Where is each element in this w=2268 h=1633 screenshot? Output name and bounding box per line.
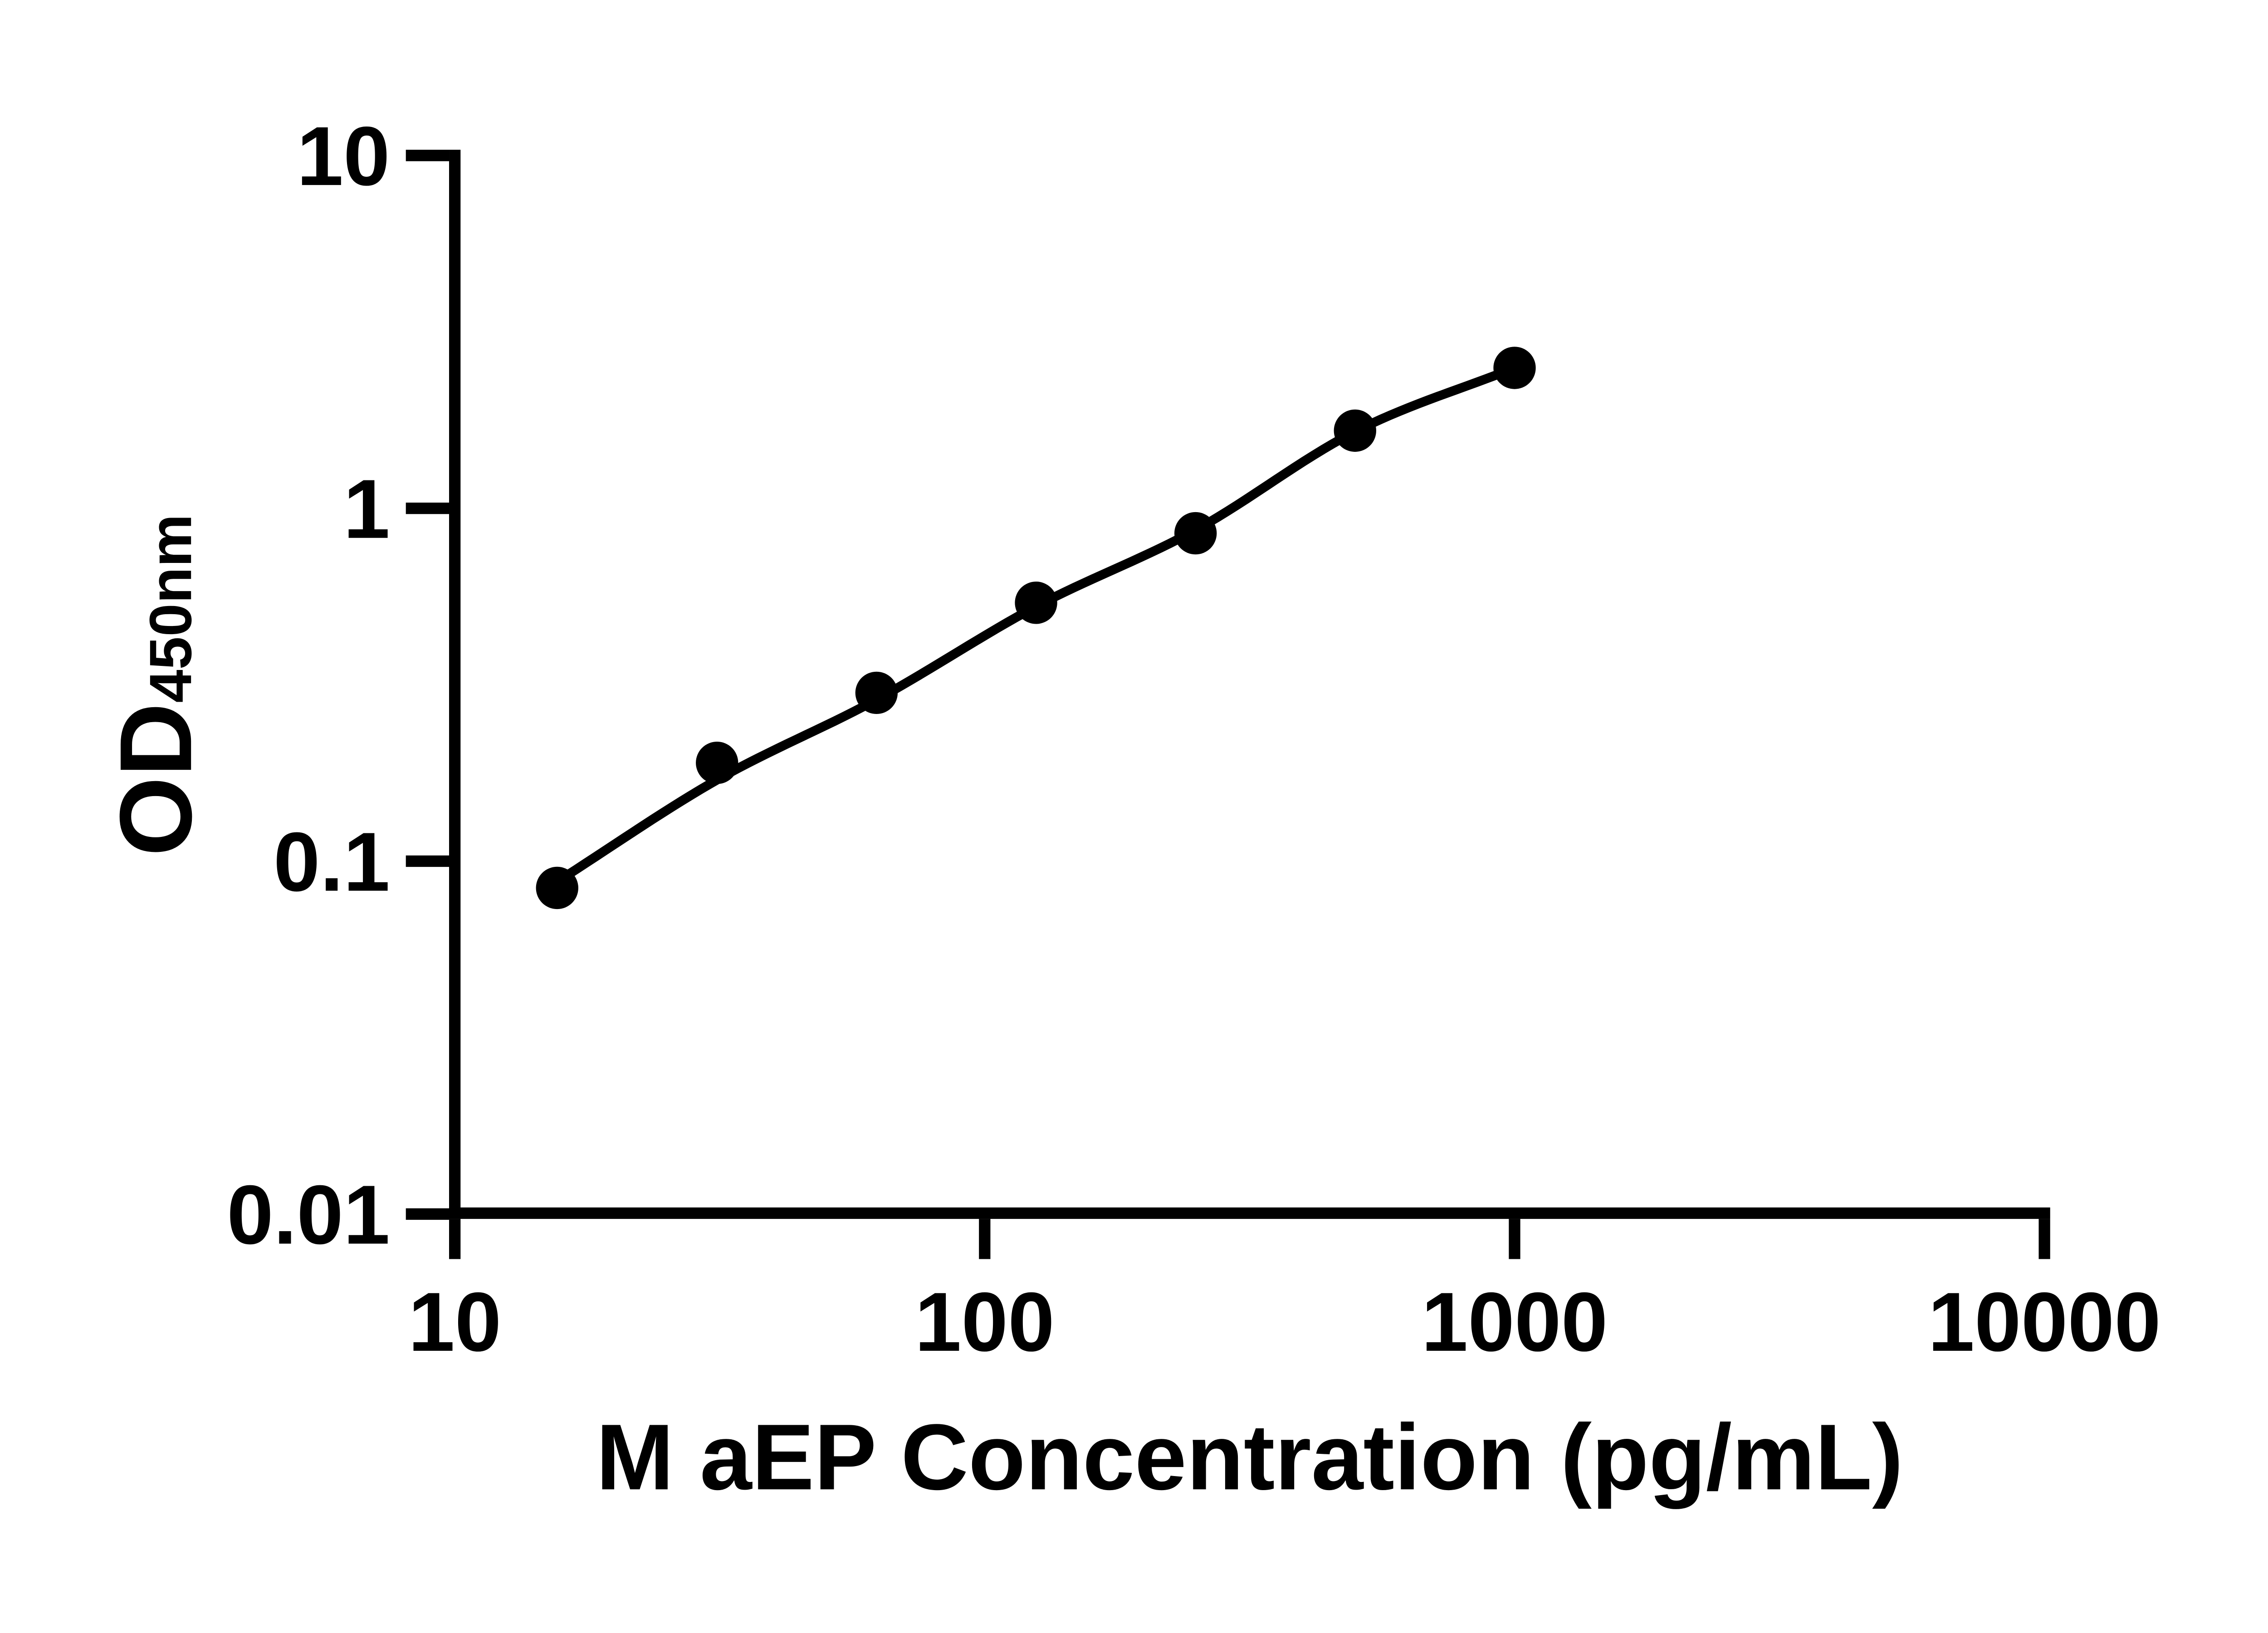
data-point-7 [1493, 347, 1536, 389]
data-point-1 [536, 866, 578, 909]
x-tick-labels: 10 100 1000 10000 [408, 1276, 2161, 1369]
x-axis-title: M aEP Concentration (pg/mL) [596, 1404, 1903, 1509]
data-point-6 [1334, 409, 1376, 452]
y-tick-marks [406, 150, 450, 1220]
fit-curve-group [554, 363, 1516, 886]
y-tick-label-0.1: 0.1 [274, 816, 390, 909]
data-point-3 [855, 671, 898, 714]
data-point-2 [696, 742, 738, 784]
x-tick-marks [449, 1219, 2050, 1259]
x-tick-label-10000: 10000 [1928, 1276, 2161, 1369]
y-tick-label-1: 1 [343, 463, 390, 556]
x-tick-label-100: 100 [915, 1276, 1055, 1369]
y-tick-label-0.01: 0.01 [227, 1169, 390, 1262]
x-tick-label-10: 10 [408, 1276, 501, 1369]
y-axis-title-sub: 450nm [137, 514, 204, 703]
y-axis-title: OD450nm [98, 514, 213, 856]
y-tick-labels: 10 1 0.1 0.01 [227, 110, 390, 1262]
data-point-group [536, 347, 1536, 909]
data-point-5 [1174, 512, 1217, 555]
x-tick-label-1000: 1000 [1421, 1276, 1608, 1369]
elisa-standard-curve-figure: 10 1 0.1 0.01 10 100 1000 10000 M aEP Concentr… [18, 7, 2268, 1595]
standard-curve-chart: 10 1 0.1 0.01 10 100 1000 10000 M aEP Concentr… [18, 7, 2268, 1595]
data-point-4 [1015, 582, 1057, 624]
y-axis-title-main: OD [98, 703, 213, 856]
fit-curve [554, 363, 1516, 886]
y-tick-label-10: 10 [297, 110, 390, 203]
